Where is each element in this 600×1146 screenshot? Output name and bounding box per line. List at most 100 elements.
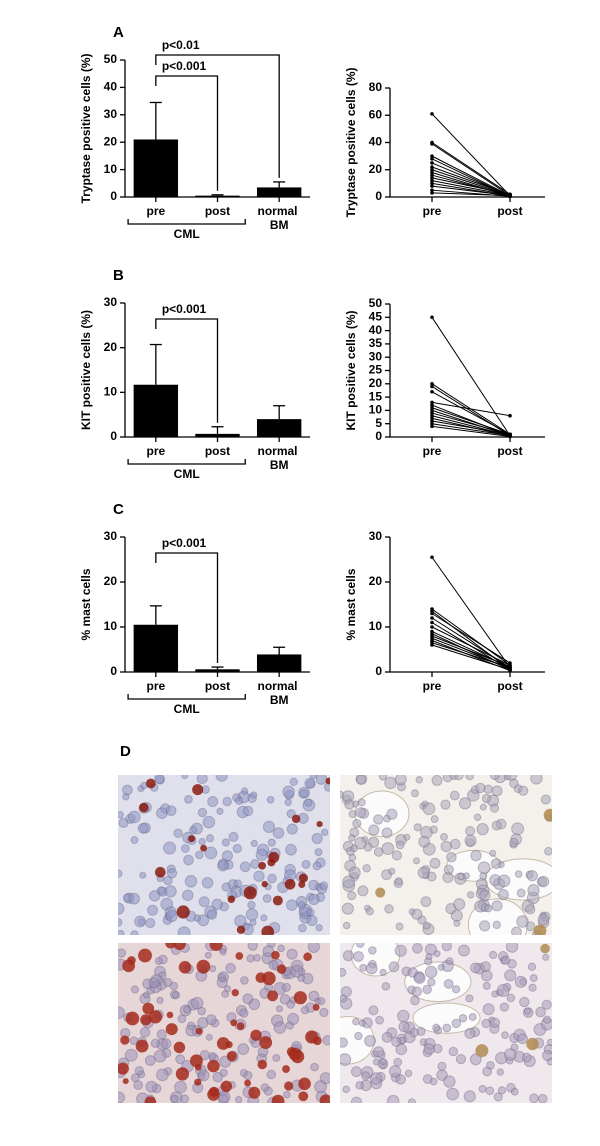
cell	[395, 1043, 408, 1056]
cell	[348, 866, 361, 879]
cell	[286, 899, 298, 911]
cell	[306, 915, 318, 927]
cell	[465, 825, 476, 837]
cell	[234, 796, 244, 805]
cell	[443, 1075, 456, 1088]
group-bracket	[127, 694, 246, 700]
point	[430, 616, 434, 620]
group-label: CML	[174, 467, 200, 481]
paired-line	[431, 642, 511, 668]
cell	[118, 948, 127, 958]
cell	[479, 889, 491, 901]
cell	[391, 1036, 402, 1047]
panel-label: A	[113, 24, 124, 41]
cell	[287, 1012, 300, 1026]
cell	[355, 807, 367, 819]
cell	[282, 1090, 291, 1099]
stained-cell	[303, 952, 312, 962]
stained-cell	[288, 1047, 302, 1061]
cell	[378, 775, 388, 781]
cell	[314, 848, 323, 857]
cell	[253, 870, 265, 882]
cell	[470, 962, 481, 974]
cell	[489, 775, 500, 781]
cell	[464, 834, 477, 847]
cell	[266, 795, 275, 804]
cell	[260, 1083, 270, 1092]
bar	[256, 419, 302, 437]
point	[430, 165, 434, 169]
stained-cell	[262, 971, 276, 986]
cell	[432, 1043, 443, 1054]
point	[430, 611, 434, 616]
cell	[216, 807, 224, 815]
cell	[150, 1038, 161, 1049]
cell	[352, 1017, 360, 1026]
cell	[340, 1037, 348, 1048]
cell	[394, 775, 407, 786]
paired-line	[431, 143, 511, 197]
cells	[340, 775, 552, 935]
cell	[443, 864, 454, 875]
cell	[317, 997, 326, 1006]
stained-cell	[259, 1036, 273, 1049]
cell	[413, 972, 426, 984]
cell	[262, 945, 275, 958]
point	[508, 413, 512, 418]
significance-bracket	[155, 75, 219, 191]
cell	[470, 849, 482, 862]
paired-line	[431, 391, 511, 435]
cell	[181, 775, 189, 780]
cell	[127, 810, 141, 824]
cell	[260, 914, 268, 922]
stained-cell	[261, 880, 268, 888]
bar	[195, 433, 240, 437]
point	[508, 193, 512, 198]
cell	[268, 959, 279, 970]
paired-line	[431, 425, 511, 437]
cell	[197, 914, 210, 927]
y-tick-label: 20	[104, 134, 118, 148]
cell	[154, 775, 165, 784]
cell	[340, 994, 348, 1003]
cell	[368, 824, 380, 836]
point	[430, 620, 434, 625]
cell	[544, 846, 552, 856]
bar	[195, 669, 240, 672]
cell	[418, 835, 431, 848]
cell	[535, 1006, 546, 1018]
significance-bracket	[155, 552, 219, 664]
cell	[197, 807, 208, 818]
cell	[281, 982, 292, 992]
group-label: CML	[174, 227, 200, 241]
cell	[501, 1031, 509, 1039]
label-line: BM	[270, 458, 289, 472]
stained-cell	[227, 895, 236, 903]
cell	[350, 844, 358, 853]
stained-cell	[526, 1037, 539, 1051]
stained-cell	[178, 960, 192, 974]
cell	[273, 1021, 287, 1034]
micrograph	[118, 775, 330, 935]
group-bracket	[127, 219, 246, 225]
cell	[514, 975, 527, 988]
cell	[221, 838, 230, 847]
stained-cell	[316, 820, 323, 828]
x-tick-label: post	[205, 679, 230, 693]
significance-label: p<0.001	[162, 536, 207, 550]
cell	[464, 1027, 476, 1039]
cell	[341, 902, 354, 915]
stained-cell	[175, 1067, 190, 1081]
cell	[527, 962, 537, 972]
group-bracket	[127, 459, 246, 465]
cell	[379, 1057, 387, 1066]
cell	[208, 1051, 217, 1061]
cell	[165, 805, 177, 817]
cell	[239, 1008, 249, 1018]
cell	[156, 886, 166, 896]
point	[430, 178, 434, 183]
cell	[437, 963, 445, 971]
cell	[207, 796, 219, 808]
cell	[506, 993, 516, 1003]
stained-cell	[145, 778, 156, 789]
